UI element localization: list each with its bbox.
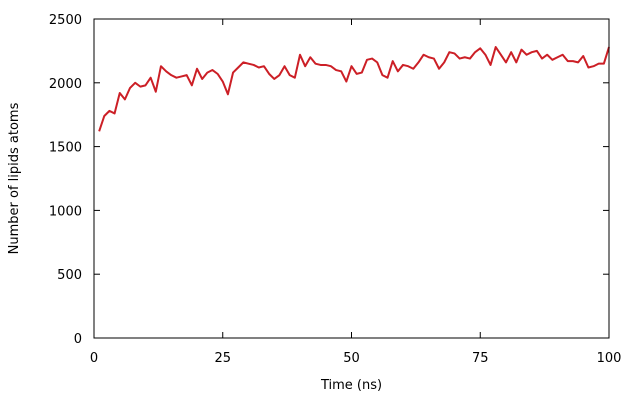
x-axis-label: Time (ns) (320, 378, 382, 393)
y-tick-label: 500 (57, 268, 82, 283)
x-tick-label: 0 (90, 351, 98, 366)
series-line (98, 46, 610, 132)
y-tick-label: 1000 (49, 204, 82, 219)
plot-frame (93, 18, 610, 339)
y-tick-label: 1500 (49, 141, 82, 156)
y-tick-label: 2500 (49, 13, 82, 28)
x-tick-label: 25 (214, 351, 231, 366)
x-tick-label: 100 (597, 351, 622, 366)
y-tick-label: 2000 (49, 77, 82, 92)
x-tick-label: 75 (472, 351, 489, 366)
y-tick-label: 0 (74, 332, 82, 347)
x-tick-label: 50 (343, 351, 360, 366)
y-axis-label: Number of lipids atoms (7, 102, 22, 254)
